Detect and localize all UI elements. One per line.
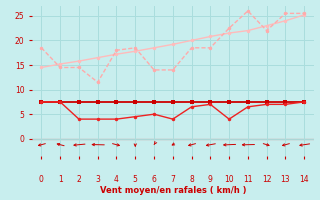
X-axis label: Vent moyen/en rafales ( km/h ): Vent moyen/en rafales ( km/h ) [100, 186, 246, 195]
